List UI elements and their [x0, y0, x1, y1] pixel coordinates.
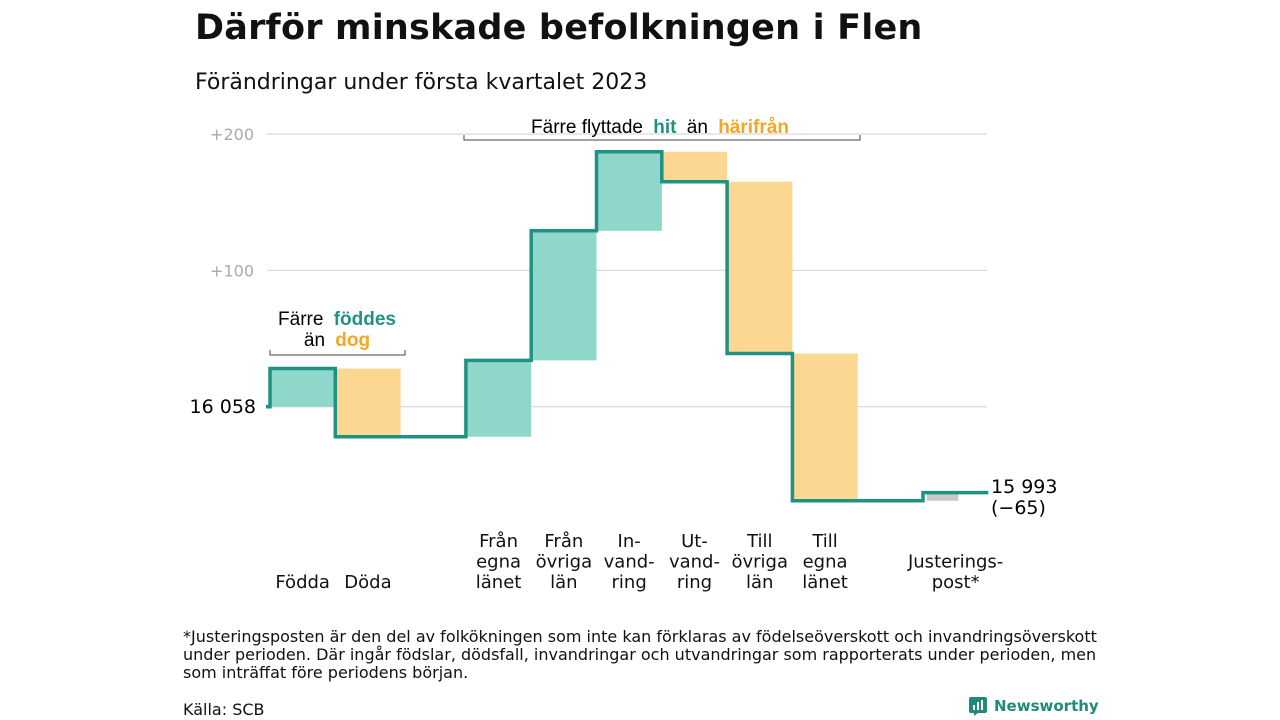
annotation-births-deaths-prefix: Färre [278, 309, 323, 330]
category-label: övriga [731, 552, 788, 573]
category-label: Från [544, 531, 583, 552]
category-label: Till [811, 531, 837, 552]
annotation-births-deaths-hl2: dog [335, 330, 370, 351]
y-tick-label: +200 [210, 125, 254, 144]
category-label: Till [746, 531, 772, 552]
category-label: Döda [344, 572, 391, 593]
waterfall-bar [270, 368, 336, 407]
waterfall-bar [335, 368, 401, 437]
newsworthy-icon [969, 697, 987, 716]
bars [270, 151, 959, 501]
waterfall-bar [531, 230, 597, 361]
waterfall-bar [727, 181, 793, 354]
y-tick-label: +100 [210, 261, 254, 280]
annotation-births-deaths-bracket [269, 350, 406, 356]
category-label: ring [677, 572, 712, 593]
category-label: Ut- [681, 531, 708, 552]
category-label: Justerings- [907, 552, 1003, 573]
category-label: egna [476, 552, 521, 573]
end-value-label: 15 993 [991, 476, 1057, 498]
waterfall-chart: +200 +100 Färre föddes än dog Färre flytt… [190, 117, 1058, 593]
category-label: länet [476, 572, 522, 593]
waterfall-bar [661, 151, 728, 182]
annotation-migration-hl1: hit [653, 117, 677, 138]
labels: 16 058 15 993 (−65) Födda DödaFrånegnalän… [190, 396, 1058, 593]
annotation-migration-mid: än [687, 117, 708, 138]
step-line [265, 149, 989, 503]
annotation-migration-prefix: Färre flyttade [531, 117, 643, 138]
category-label: vand- [604, 552, 655, 573]
category-label: In- [618, 531, 641, 552]
annotation-births-deaths-line2: än dog [304, 330, 370, 351]
category-label: län [550, 572, 577, 593]
chart-title: Därför minskade befolkningen i Flen [195, 8, 923, 48]
waterfall-bar [596, 151, 662, 231]
category-label: Födda [275, 572, 330, 593]
end-change-label: (−65) [991, 497, 1046, 519]
cumulative-line [265, 149, 989, 503]
footnote: *Justeringsposten är den del av folkökni… [183, 627, 1097, 682]
annotation-births-deaths-hl1: föddes [334, 309, 396, 330]
start-value-label: 16 058 [190, 396, 256, 418]
waterfall-bar [465, 360, 532, 437]
category-label: vand- [669, 552, 720, 573]
category-label: länet [802, 572, 848, 593]
category-label: Från [479, 531, 518, 552]
brand-logo: Newsworthy [968, 696, 1099, 716]
waterfall-bar [792, 353, 858, 501]
category-label: egna [803, 552, 848, 573]
annotation-migration: Färre flyttade hit än härifrån [531, 117, 789, 138]
annotation-births-deaths-line1: Färre föddes [278, 309, 396, 330]
chart-subtitle: Förändringar under första kvartalet 2023 [195, 70, 648, 95]
category-label: post* [932, 572, 980, 593]
source-note: Källa: SCB [183, 700, 265, 719]
category-label: övriga [536, 552, 593, 573]
gridlines: +200 +100 [210, 125, 987, 408]
category-label: ring [612, 572, 647, 593]
category-label: län [746, 572, 773, 593]
waterfall-bar [927, 492, 959, 501]
annotation-migration-hl2: härifrån [718, 117, 789, 138]
annotation-births-deaths-mid: än [304, 330, 325, 351]
annotation-migration-bracket [463, 135, 861, 141]
brand-name: Newsworthy [994, 697, 1099, 715]
annotations: Färre föddes än dog Färre flyttade hit ä… [269, 117, 861, 356]
